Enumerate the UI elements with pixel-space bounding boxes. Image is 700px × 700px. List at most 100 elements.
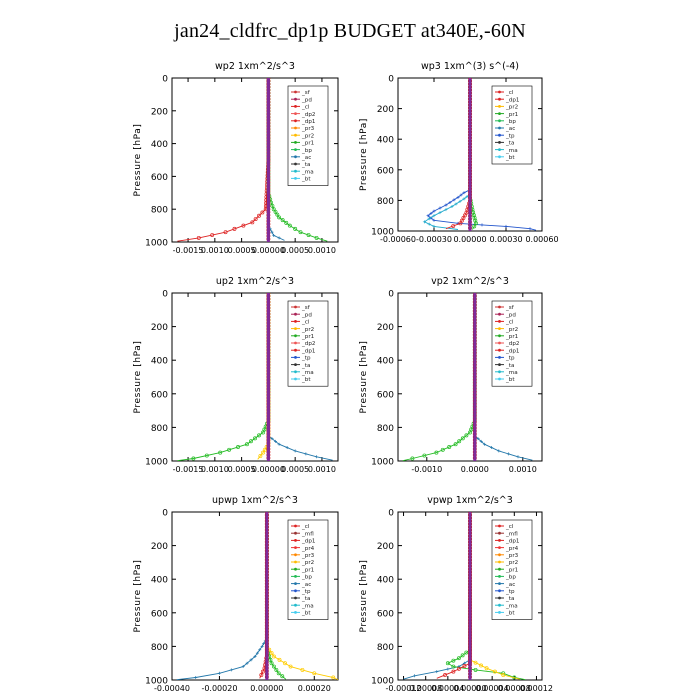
data-point bbox=[300, 667, 305, 672]
data-point bbox=[306, 233, 311, 237]
data-point bbox=[274, 439, 278, 443]
data-point bbox=[258, 648, 262, 652]
data-point bbox=[298, 230, 303, 235]
data-point bbox=[250, 220, 255, 225]
legend-item-cl: _cl bbox=[505, 90, 514, 96]
data-point bbox=[277, 442, 281, 446]
legend-marker bbox=[498, 341, 501, 345]
legend-item-dp2: _dp2 bbox=[505, 341, 519, 347]
data-point bbox=[479, 663, 484, 668]
data-point bbox=[315, 455, 319, 459]
legend-marker bbox=[294, 575, 297, 578]
x-tick-label: 0.0005 bbox=[228, 465, 256, 474]
data-point bbox=[479, 439, 483, 443]
legend-item-pr2: _pr2 bbox=[301, 133, 314, 139]
data-point bbox=[236, 445, 240, 449]
series-group bbox=[177, 78, 328, 242]
legend-item-cl: _cl bbox=[301, 320, 310, 326]
x-tick-label: 0.00012 bbox=[520, 684, 553, 693]
y-axis-label: Pressure [hPa] bbox=[359, 118, 369, 191]
data-point bbox=[446, 667, 450, 671]
x-tick-label: 0.0010 bbox=[308, 246, 336, 255]
y-tick-label: 0 bbox=[162, 290, 168, 300]
data-point bbox=[456, 656, 461, 661]
data-point bbox=[269, 651, 274, 656]
legend-item-cl: _cl bbox=[505, 320, 514, 326]
legend-marker bbox=[294, 356, 297, 359]
legend-item-pr3: _pr3 bbox=[301, 126, 315, 132]
x-tick-label: 0.00020 bbox=[298, 684, 331, 693]
data-point bbox=[453, 442, 458, 447]
legend-item-ma: _ma bbox=[505, 603, 518, 609]
data-point bbox=[435, 670, 439, 674]
data-point bbox=[260, 210, 265, 215]
y-tick-label: 400 bbox=[377, 357, 394, 367]
panel-title: wp2 1xm^2/s^3 bbox=[215, 61, 295, 72]
legend-marker bbox=[294, 105, 297, 108]
y-tick-label: 400 bbox=[151, 576, 168, 586]
legend-marker bbox=[294, 169, 297, 173]
data-point bbox=[269, 661, 274, 666]
legend-item-tp: _tp bbox=[301, 356, 311, 362]
x-tick-label: 0.00008 bbox=[409, 684, 442, 693]
legend-marker bbox=[294, 531, 297, 535]
legend-marker bbox=[294, 363, 297, 366]
x-tick-label: 0.0005 bbox=[228, 246, 256, 255]
legend-item-ma: _ma bbox=[505, 370, 518, 376]
x-tick-label: -0.00012 bbox=[386, 684, 422, 693]
y-axis-label: Pressure [hPa] bbox=[359, 560, 369, 633]
data-point bbox=[277, 657, 282, 662]
legend-marker bbox=[294, 341, 297, 345]
data-point bbox=[452, 198, 456, 202]
data-point bbox=[456, 195, 460, 199]
legend-item-ac: _ac bbox=[301, 155, 311, 161]
data-point bbox=[270, 203, 275, 208]
legend-item-sf: _sf bbox=[505, 305, 515, 311]
data-point bbox=[253, 654, 257, 658]
data-point bbox=[451, 664, 456, 669]
data-point bbox=[196, 235, 201, 240]
data-point bbox=[272, 233, 276, 237]
legend-item-bp: _bp bbox=[505, 575, 516, 581]
legend-marker bbox=[294, 141, 297, 144]
data-point bbox=[261, 450, 265, 455]
data-point bbox=[464, 650, 469, 655]
legend-marker bbox=[498, 334, 501, 338]
x-tick-label: 0.00000 bbox=[453, 684, 486, 693]
legend: _sf_pd _cl_pr2_pr1_dp2_dp1 _tp_ta_ma_bt bbox=[491, 300, 533, 387]
data-point bbox=[422, 453, 427, 458]
data-point bbox=[260, 669, 265, 674]
y-tick-label: 200 bbox=[151, 323, 168, 333]
legend-item-ma: _ma bbox=[301, 603, 314, 609]
data-point bbox=[253, 217, 258, 221]
data-point bbox=[506, 452, 510, 456]
legend-marker bbox=[498, 575, 501, 578]
panel-title: wp3 1xm^(3) s^(-4) bbox=[421, 61, 519, 72]
legend-item-bt: _bt bbox=[505, 377, 515, 383]
data-point bbox=[257, 433, 261, 438]
legend-item-dp1: _dp1 bbox=[301, 348, 316, 354]
panel-title: vp2 1xm^2/s^3 bbox=[431, 276, 509, 287]
data-point bbox=[490, 446, 494, 450]
data-point bbox=[284, 220, 289, 225]
data-point bbox=[451, 658, 456, 663]
x-tick-label: 0.0005 bbox=[281, 246, 309, 255]
legend-item-tp: _tp bbox=[301, 589, 311, 595]
y-tick-label: 600 bbox=[151, 609, 168, 619]
legend-item-ma: _ma bbox=[505, 148, 518, 154]
legend-marker bbox=[294, 177, 297, 180]
legend-item-bp: _bp bbox=[301, 575, 312, 581]
legend-item-bt: _bt bbox=[505, 155, 515, 161]
legend-item-pr1: _pr1 bbox=[301, 141, 315, 147]
data-point bbox=[314, 235, 319, 240]
legend-marker bbox=[294, 546, 297, 549]
legend-marker bbox=[498, 596, 501, 600]
data-point bbox=[270, 230, 274, 234]
data-point bbox=[504, 224, 508, 228]
x-tick-label: 0.00004 bbox=[431, 684, 464, 693]
legend-marker bbox=[498, 133, 501, 137]
y-axis-label: Pressure [hPa] bbox=[133, 560, 143, 633]
legend-item-bp: _bp bbox=[505, 119, 516, 125]
legend-marker bbox=[294, 334, 297, 338]
